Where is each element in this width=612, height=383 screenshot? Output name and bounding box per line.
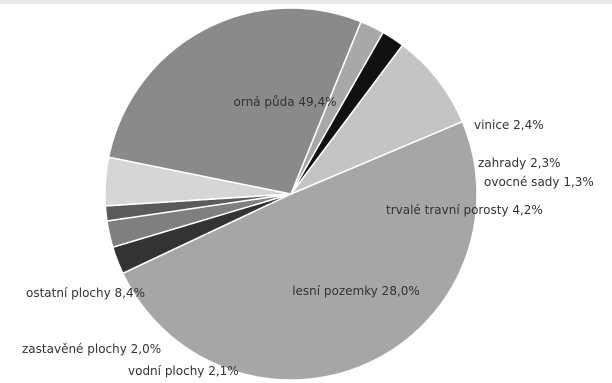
pie-slices <box>104 7 478 381</box>
pie-slice-ostatni-plochy <box>288 44 464 196</box>
slice-label-vodni-plochy: vodní plochy 2,1% <box>128 364 239 378</box>
slice-label-orna-puda: orná půda 49,4% <box>234 95 337 109</box>
slice-label-zastavene-plochy: zastavěné plochy 2,0% <box>22 342 161 356</box>
slice-label-lesni-pozemky: lesní pozemky 28,0% <box>292 284 420 298</box>
pie-labels: orná půda 49,4% vinice 2,4% zahrady 2,3% ov… <box>22 95 594 378</box>
slice-label-ovocne-sady: ovocné sady 1,3% <box>484 175 594 189</box>
slice-label-trvale-travni-porosty: trvalé travní porosty 4,2% <box>386 203 543 217</box>
pie-slice-orna-puda <box>121 120 478 381</box>
slice-label-vinice: vinice 2,4% <box>474 118 544 132</box>
slice-label-ostatni-plochy: ostatní plochy 8,4% <box>26 286 145 300</box>
top-edge-strip <box>0 0 612 4</box>
pie-slice-lesni-pozemky <box>107 7 363 195</box>
slice-label-zahrady: zahrady 2,3% <box>478 156 561 170</box>
